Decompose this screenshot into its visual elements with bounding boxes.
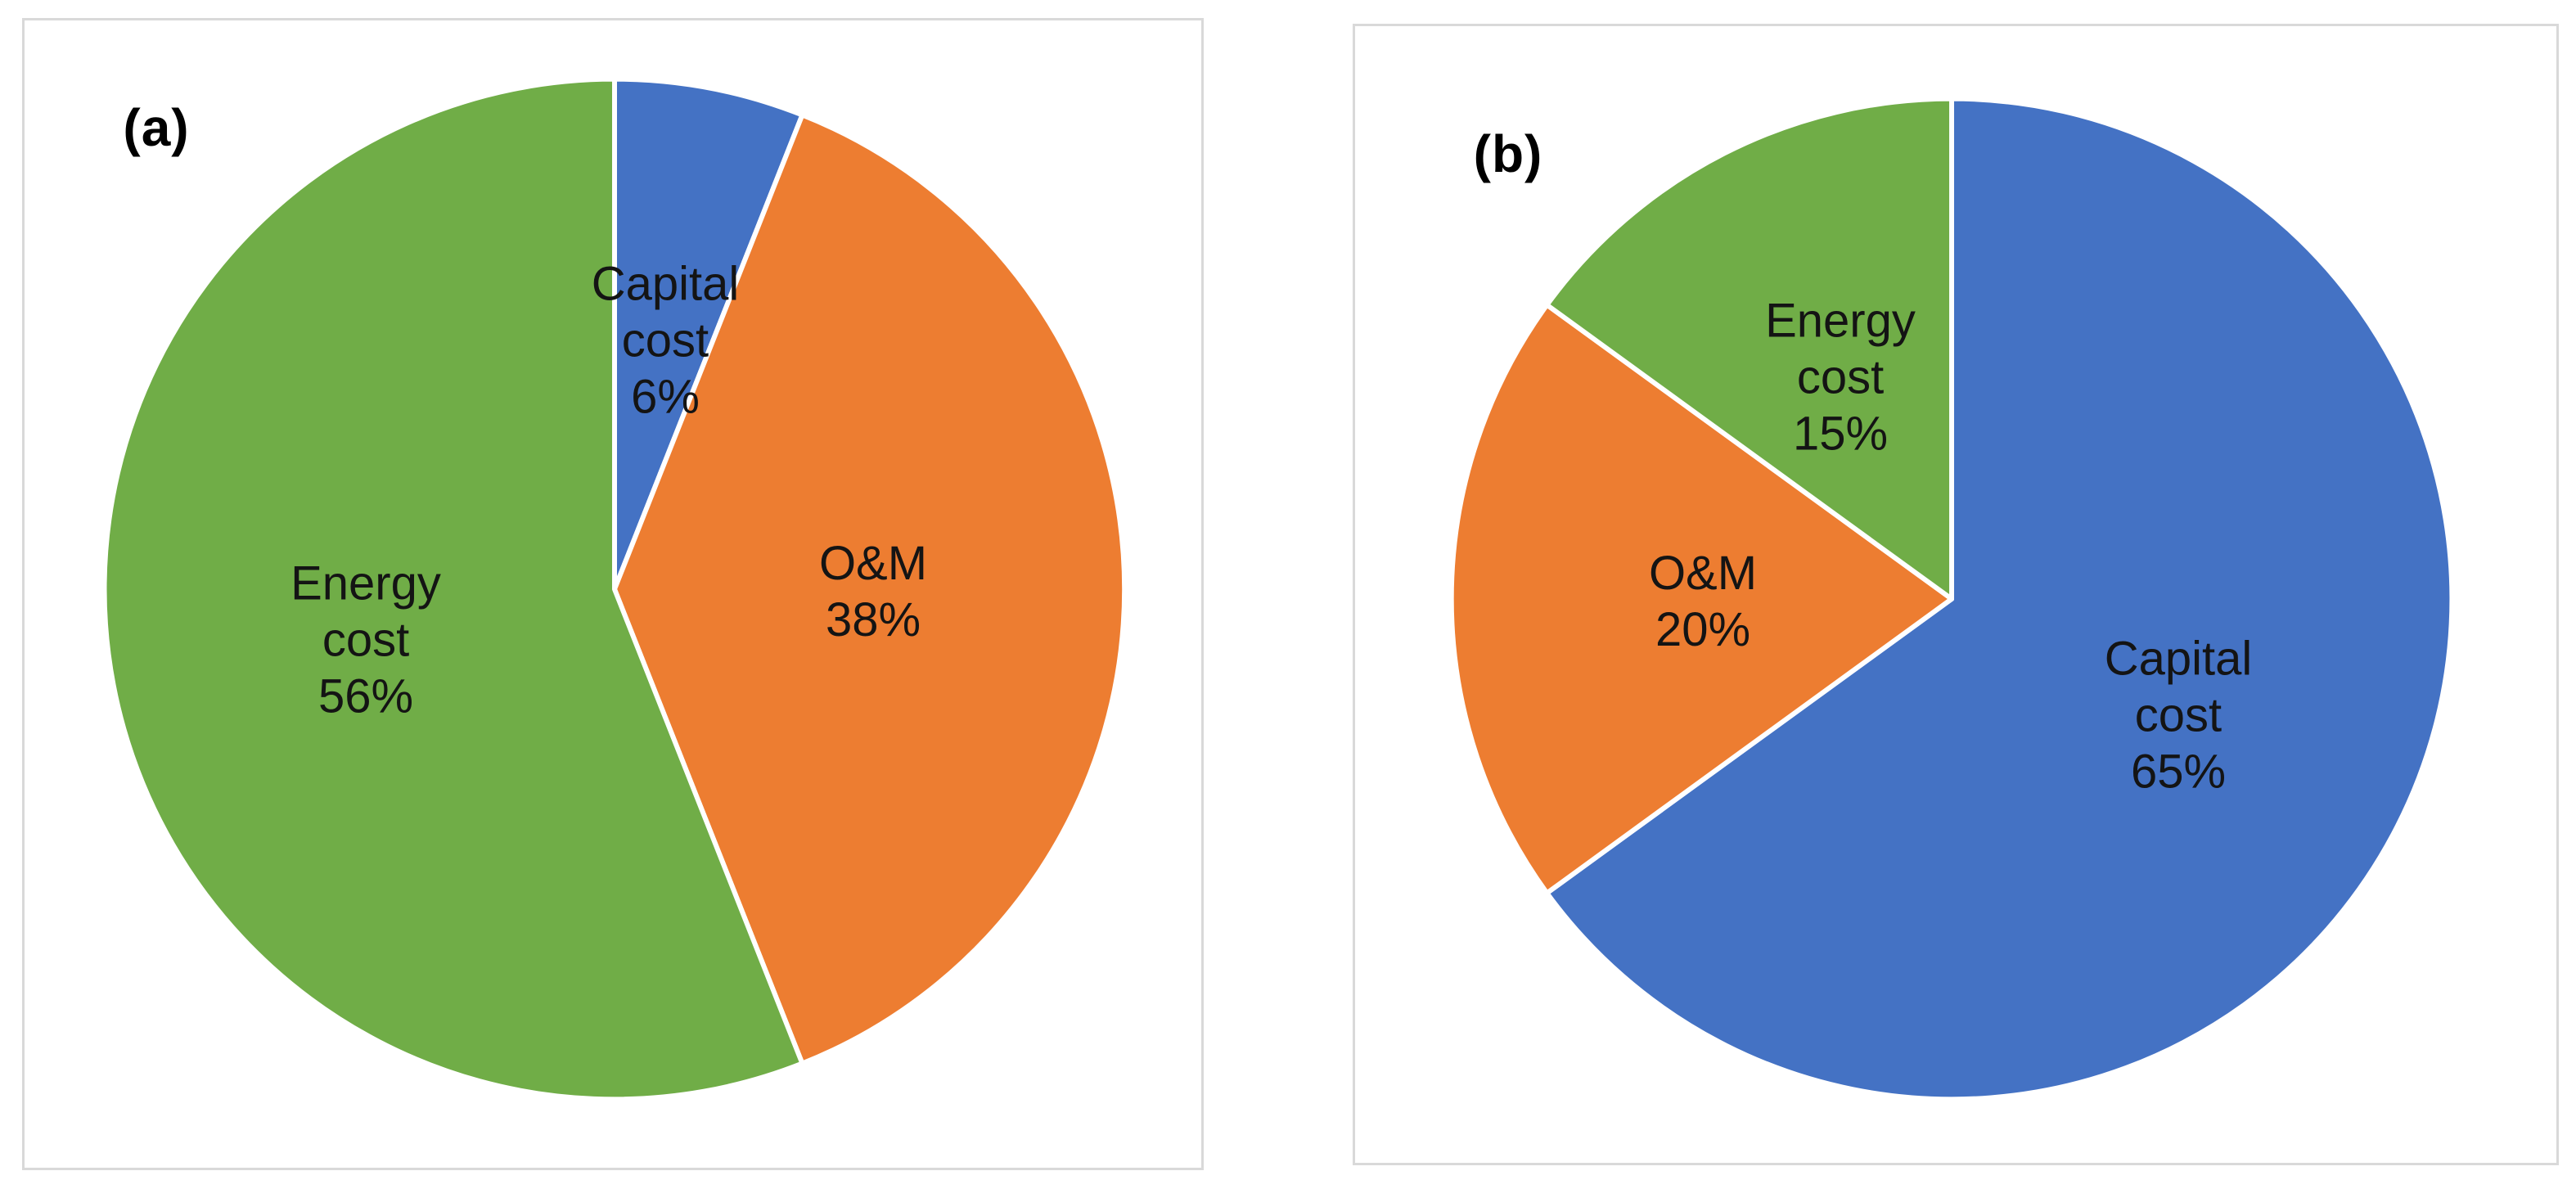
panel-label-a: (a) [123,98,190,157]
pie-label-energy-cost: Energy cost 56% [290,556,441,723]
panel-label-b: (b) [1473,124,1543,183]
pie-slice-o-m [1448,302,1955,896]
pie-label-o-m: O&M 20% [1648,547,1758,656]
pie-label-capital-cost: Capital cost 6% [591,257,740,424]
pie-chart-a [101,76,1128,1102]
pie-slice-energy-cost [101,76,805,1102]
pie-label-energy-cost: Energy cost 15% [1765,294,1916,461]
pie-label-o-m: O&M 38% [818,537,928,646]
pie-slice-capital-cost [1544,96,2455,1102]
pie-label-capital-cost: Capital cost 65% [2104,632,2253,799]
pie-slice-o-m [612,112,1128,1066]
chart-panel-a: (a) Capital cost 6% O&M 38% Energy cost 56… [22,18,1204,1170]
chart-panel-b: (b) Capital cost 65% O&M 20% Energy cost 1… [1353,24,2559,1165]
pie-slice-energy-cost [1544,96,1955,601]
pie-slice-capital-cost [612,76,805,592]
pie-chart-b [1448,96,2455,1102]
